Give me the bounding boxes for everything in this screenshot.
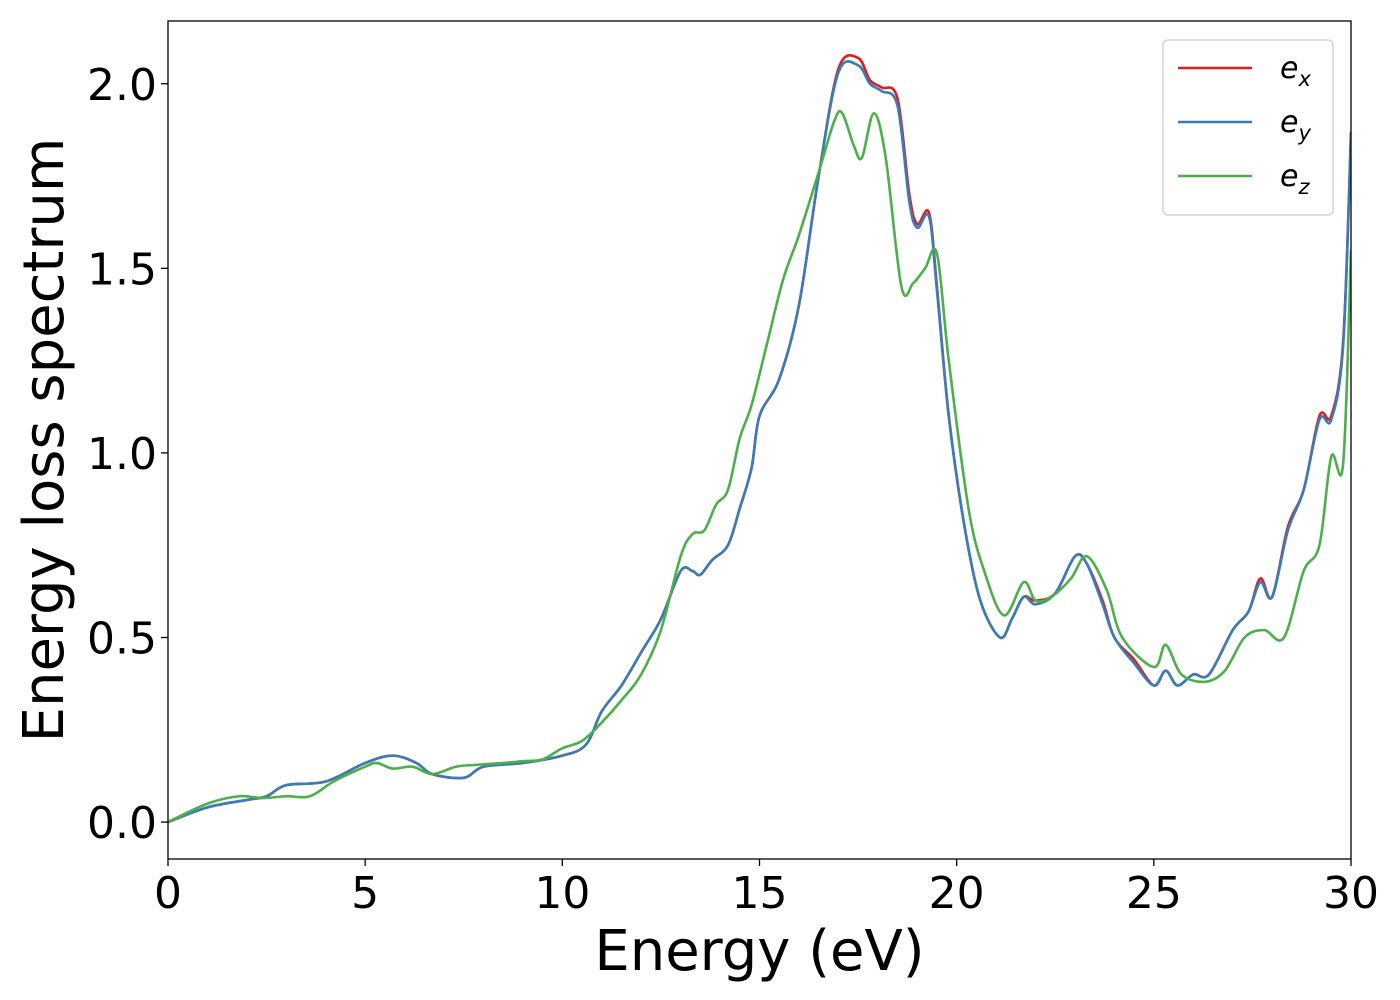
x-axis: 0 5 10 15 20 25 30 — [154, 859, 1379, 919]
series-line-e-z — [168, 109, 1351, 824]
x-tick-label: 10 — [534, 868, 590, 919]
y-tick-label: 1.0 — [87, 429, 157, 480]
y-tick-label: 2.0 — [87, 60, 157, 111]
x-axis-label: Energy (eV) — [594, 919, 924, 984]
y-tick-label: 1.5 — [87, 244, 157, 295]
legend-label-e-y: ey — [1280, 105, 1311, 145]
legend: ex ey ez — [1162, 39, 1334, 216]
x-tick-label: 20 — [929, 868, 985, 919]
y-tick-label: 0.5 — [87, 614, 157, 665]
y-tick-label: 0.0 — [87, 798, 157, 849]
x-tick-label: 5 — [351, 868, 379, 919]
x-tick-label: 0 — [154, 868, 182, 919]
x-tick-label: 15 — [732, 868, 788, 919]
y-axis: 0.0 0.5 1.0 1.5 2.0 — [87, 60, 168, 849]
legend-label-e-x: ex — [1280, 51, 1311, 91]
x-tick-label: 25 — [1126, 868, 1182, 919]
series-lines — [168, 54, 1351, 824]
legend-label-e-z: ez — [1280, 159, 1310, 199]
series-line-e-y — [168, 60, 1351, 824]
legend-box — [1162, 39, 1334, 216]
x-tick-label: 30 — [1323, 868, 1379, 919]
y-axis-label: Energy loss spectrum — [12, 138, 77, 743]
